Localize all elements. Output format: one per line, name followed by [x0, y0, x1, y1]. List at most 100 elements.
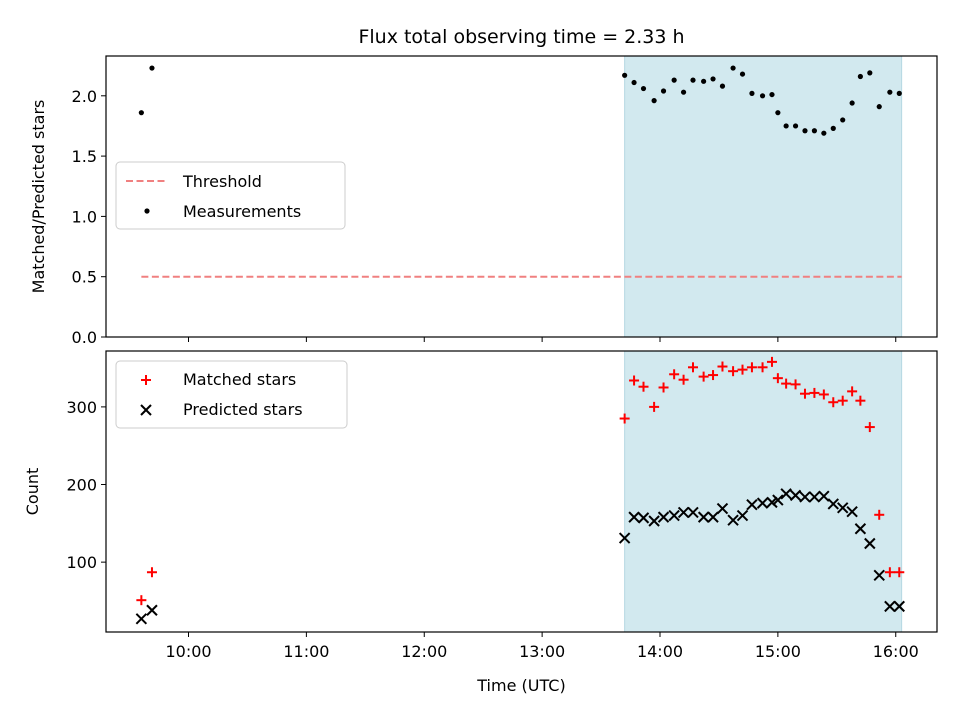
data-point — [651, 98, 657, 104]
data-point — [809, 387, 820, 398]
data-point — [628, 511, 640, 523]
data-point — [855, 395, 866, 406]
data-point — [640, 85, 647, 92]
y-tick-label: 200 — [66, 476, 97, 495]
axes-frame — [105, 350, 938, 633]
data-point — [769, 91, 775, 98]
data-point — [828, 397, 839, 408]
data-point-stroke — [756, 497, 769, 509]
data-point — [737, 364, 748, 375]
data-point — [802, 128, 808, 134]
data-point — [873, 569, 885, 582]
series-predicted-stars — [135, 488, 905, 625]
series-matched-stars — [136, 356, 905, 606]
data-point — [638, 381, 649, 392]
data-point — [854, 523, 867, 535]
data-point — [707, 511, 719, 523]
data-point — [799, 388, 810, 399]
data-point-stroke — [687, 506, 699, 519]
data-point — [894, 567, 905, 578]
observing-span — [624, 350, 903, 633]
panel-2: 100 200 300 10:00 11:00 12:00 13:00 14:00 15:00 1… — [23, 350, 938, 661]
data-point — [775, 110, 781, 116]
data-point — [789, 489, 802, 502]
data-point — [811, 128, 818, 134]
legend: Threshold Measurements — [115, 161, 346, 230]
data-point — [717, 361, 728, 372]
y-tick-label: 1.5 — [72, 147, 97, 166]
data-point — [138, 110, 144, 116]
data-point — [766, 496, 778, 509]
data-point — [849, 100, 855, 106]
data-point — [847, 386, 858, 397]
data-point — [818, 389, 829, 400]
data-point — [727, 514, 739, 526]
data-point-stroke — [818, 490, 830, 502]
plot-area — [135, 356, 905, 625]
data-point-stroke — [727, 514, 739, 526]
data-point — [648, 515, 660, 527]
data-point — [864, 537, 876, 550]
data-point-stroke — [736, 509, 749, 522]
data-point — [887, 89, 893, 95]
data-point — [874, 509, 885, 520]
x-tick-label: 12:00 — [401, 642, 447, 661]
data-point — [884, 600, 896, 613]
data-point-stroke — [697, 511, 710, 523]
data-point-stroke — [716, 502, 729, 515]
data-point — [136, 595, 147, 606]
data-point-stroke — [135, 613, 148, 625]
legend-predicted-swatch-stroke — [140, 404, 152, 416]
legend: Matched stars Predicted stars — [115, 360, 348, 429]
data-point-stroke — [884, 600, 896, 613]
data-point — [728, 366, 739, 377]
data-point-stroke — [707, 511, 719, 523]
series-measurements — [138, 65, 902, 136]
legend-box — [115, 360, 348, 429]
data-point — [836, 502, 849, 514]
data-point-stroke — [677, 506, 690, 519]
data-point — [821, 130, 827, 136]
data-point-stroke — [846, 505, 858, 518]
data-point-stroke — [808, 491, 821, 503]
data-point — [837, 395, 848, 406]
data-point — [649, 401, 660, 412]
data-point — [893, 600, 905, 613]
data-point-stroke — [657, 511, 670, 523]
data-point-stroke — [893, 600, 905, 613]
observing-span — [624, 55, 903, 338]
data-point — [867, 70, 873, 76]
data-point — [660, 88, 667, 94]
axes-frame — [105, 55, 938, 338]
data-point — [619, 413, 630, 424]
data-point — [730, 65, 736, 71]
y-tick-label: 2.0 — [72, 87, 97, 106]
legend-label: Threshold — [182, 172, 262, 191]
y-tick-label: 1.0 — [72, 207, 97, 226]
data-point-stroke — [146, 604, 158, 616]
legend-box — [115, 161, 346, 230]
legend-label: Predicted stars — [183, 400, 303, 419]
legend-predicted-swatch — [140, 404, 152, 416]
data-point — [687, 506, 699, 519]
data-point-stroke — [780, 488, 792, 500]
data-point — [658, 382, 669, 393]
data-point — [678, 374, 689, 385]
data-point — [799, 491, 811, 503]
data-point — [840, 117, 846, 123]
data-point-stroke — [618, 532, 631, 544]
x-tick-label: 11:00 — [283, 642, 329, 661]
x-tick-label: 14:00 — [637, 642, 683, 661]
data-point — [690, 77, 696, 83]
legend-matched-swatch — [141, 375, 151, 385]
y-axis-label: Matched/Predicted stars — [29, 100, 48, 294]
data-point — [688, 362, 699, 373]
data-point — [668, 509, 680, 522]
x-tick-label: 16:00 — [873, 642, 919, 661]
data-point-stroke — [772, 494, 784, 506]
data-point — [736, 509, 749, 522]
panel-1: 0.0 0.5 1.0 1.5 2.0 Matched/Predicted stars Th… — [29, 55, 938, 347]
data-point — [629, 375, 640, 386]
data-point — [746, 498, 758, 511]
